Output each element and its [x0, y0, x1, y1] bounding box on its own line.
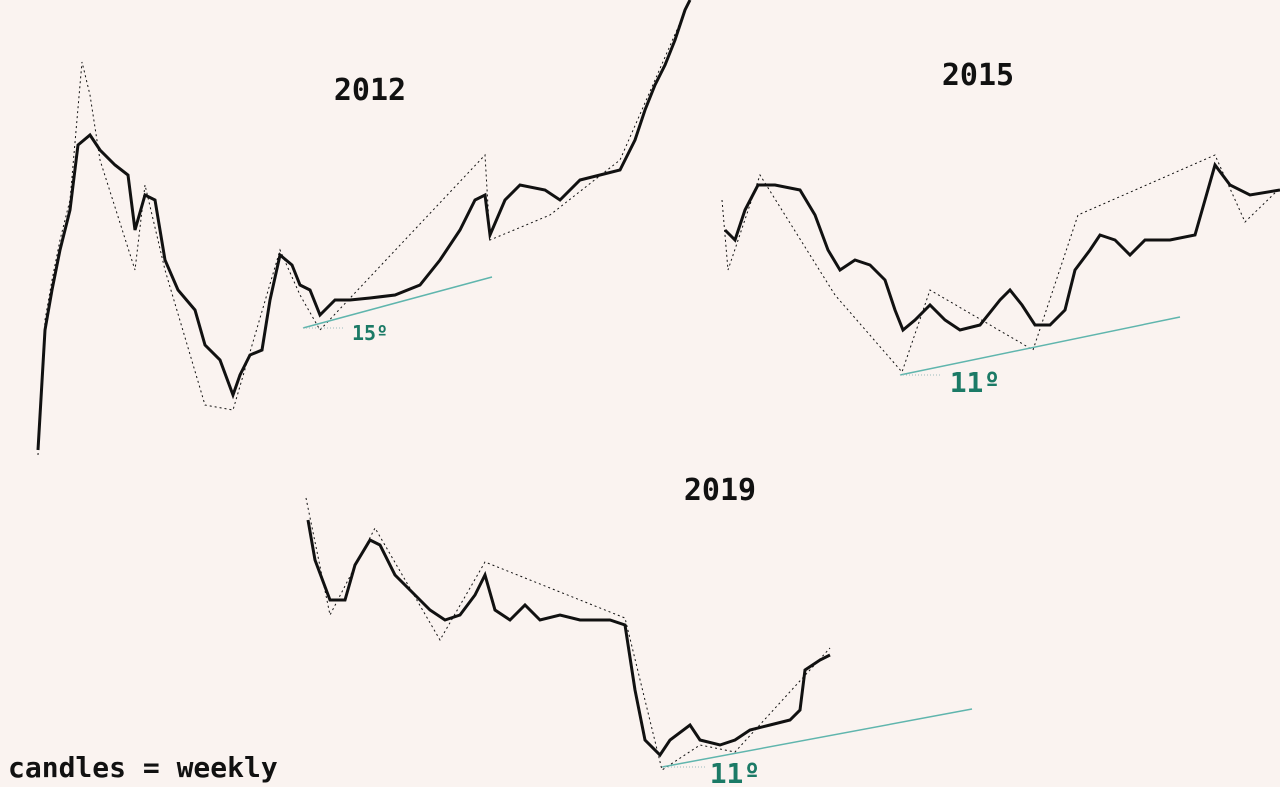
price-trace	[36, 0, 692, 451]
angle-label: 11º	[710, 757, 761, 787]
footer-note: candles = weekly	[8, 751, 278, 784]
panel-title: 2015	[942, 58, 1014, 93]
wicks	[721, 154, 1280, 373]
trend-line	[302, 276, 493, 329]
panel-2012: 2012 15º	[36, 0, 692, 456]
panel-2019: 2019 11º	[305, 473, 973, 787]
panel-title: 2012	[334, 73, 406, 108]
price-trace	[723, 161, 1280, 333]
angle-label: 11º	[950, 366, 1001, 399]
trend-line	[899, 316, 1181, 376]
angle-label: 15º	[352, 321, 388, 345]
trend-line	[661, 708, 973, 768]
price-trace	[306, 519, 831, 758]
panel-title: 2019	[684, 473, 756, 508]
wicks	[37, 0, 691, 456]
panel-2015: 2015 11º	[721, 58, 1280, 399]
